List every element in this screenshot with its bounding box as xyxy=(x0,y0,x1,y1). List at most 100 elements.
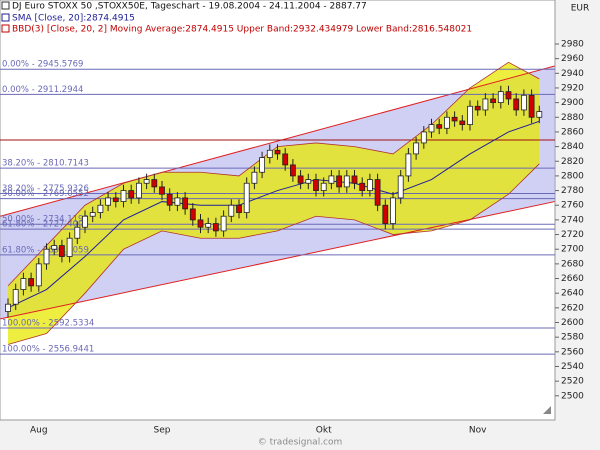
candle-body xyxy=(97,204,104,213)
x-tick-label: Aug xyxy=(30,426,48,436)
candle-body xyxy=(505,91,512,100)
currency-label: EUR xyxy=(571,4,590,14)
fib-label: 50.00% - 2734.1193 xyxy=(2,215,89,225)
y-tick-label: 2700 xyxy=(561,245,584,255)
candle-body xyxy=(74,226,81,239)
candle-body xyxy=(143,179,150,184)
fib-label: 50.00% - 2769.0552 xyxy=(2,189,89,199)
candle-body xyxy=(374,179,381,206)
candle-body xyxy=(459,120,466,126)
fib-label: 0.00% - 2945.5769 xyxy=(2,60,83,70)
y-tick-label: 2500 xyxy=(561,391,584,401)
plot-layer: 0.00% - 2945.5769 0.00% - 2911.2944 38.20%… xyxy=(0,60,555,355)
candle-body xyxy=(343,175,350,188)
candle-body xyxy=(174,197,181,206)
candle-body xyxy=(159,186,165,195)
indicator-label: SMA [Close, 20]:2874.4915 xyxy=(12,14,135,24)
candle-body xyxy=(313,179,319,191)
candle-body xyxy=(5,303,11,312)
candle-body xyxy=(89,212,96,217)
y-tick-label: 2600 xyxy=(561,318,584,328)
candle-body xyxy=(251,171,258,184)
y-tick-label: 2940 xyxy=(561,69,584,79)
y-tick-label: 2960 xyxy=(561,54,584,64)
candle-body xyxy=(443,116,450,129)
candle-body xyxy=(336,175,343,188)
sma-line xyxy=(7,120,540,309)
candle-body xyxy=(528,94,535,118)
candle-body xyxy=(467,105,473,126)
candle-body xyxy=(320,182,327,191)
candle-body xyxy=(135,182,142,199)
candle-body xyxy=(105,197,111,206)
candle-body xyxy=(43,248,50,265)
x-tick-label: Nov xyxy=(469,426,487,436)
candle-body xyxy=(112,197,119,202)
fib-label: 38.20% - 2775.9326 xyxy=(2,184,89,194)
candle-body xyxy=(82,215,88,228)
candle-body xyxy=(397,175,404,199)
candle-body xyxy=(274,149,281,155)
candle-body xyxy=(282,153,289,166)
candle-body xyxy=(351,175,358,184)
candle-body xyxy=(28,278,35,287)
channel-line xyxy=(0,201,555,320)
y-tick-label: 2900 xyxy=(561,98,584,108)
candle-body xyxy=(328,175,335,184)
candle-body xyxy=(66,237,73,257)
y-tick-label: 2720 xyxy=(561,230,584,240)
candle-body xyxy=(474,105,481,111)
y-tick-label: 2820 xyxy=(561,157,584,167)
y-tick-label: 2680 xyxy=(561,259,584,269)
chart-title: DJ Euro STOXX 50 ,STOXX50E, Tageschart -… xyxy=(12,2,367,12)
y-tick-label: 2540 xyxy=(561,362,584,372)
band-lower xyxy=(7,163,540,345)
candle-body xyxy=(59,245,65,257)
fib-label: 61.80% - 2727.4001 xyxy=(2,220,89,230)
candle-body xyxy=(482,98,489,111)
candle-body xyxy=(289,164,296,177)
y-tick-label: 2620 xyxy=(561,303,584,313)
candle-body xyxy=(20,278,27,290)
y-tick-label: 2880 xyxy=(561,113,584,123)
candle-body xyxy=(536,111,543,118)
candle-body xyxy=(151,179,158,188)
x-tick-label: Okt xyxy=(316,426,332,436)
candle-body xyxy=(490,98,497,104)
candle-body xyxy=(12,289,19,305)
fib-label: 38.20% - 2810.7143 xyxy=(2,159,89,169)
indicator-label: BBD(3) [Close, 20, 2] Moving Average:287… xyxy=(12,25,472,35)
legend-icon xyxy=(1,24,10,33)
candle-body xyxy=(35,263,42,287)
y-tick-label: 2980 xyxy=(561,39,584,49)
candle-body xyxy=(197,219,204,228)
y-tick-label: 2860 xyxy=(561,127,584,137)
candle-body xyxy=(166,193,173,206)
candle-body xyxy=(297,175,304,184)
candle-body xyxy=(128,190,135,199)
candle-body xyxy=(243,182,250,213)
legend-icon xyxy=(1,13,10,22)
x-tick-label: Sep xyxy=(154,426,171,436)
candle-body xyxy=(228,204,235,217)
fib-label: 0.00% - 2911.2944 xyxy=(2,85,83,95)
candle-body xyxy=(189,208,196,221)
candle-body xyxy=(305,179,312,184)
y-tick-label: 2580 xyxy=(561,333,584,343)
resize-handle xyxy=(543,406,551,414)
candle-body xyxy=(259,157,266,173)
candle-body xyxy=(405,153,412,177)
candle-body xyxy=(51,245,58,250)
fib-label: 100.00% - 2592.5334 xyxy=(2,318,94,328)
candle-body xyxy=(420,131,427,144)
candle-body xyxy=(266,149,273,158)
y-tick-label: 2740 xyxy=(561,215,584,225)
footer: © tradesignal.com xyxy=(258,438,343,448)
candle-body xyxy=(205,223,212,228)
candle-body xyxy=(451,116,458,122)
y-tick-label: 2760 xyxy=(561,201,584,211)
candle-body xyxy=(436,124,443,129)
candle-body xyxy=(497,91,504,104)
y-tick-label: 2920 xyxy=(561,83,584,93)
y-tick-label: 2560 xyxy=(561,347,584,357)
